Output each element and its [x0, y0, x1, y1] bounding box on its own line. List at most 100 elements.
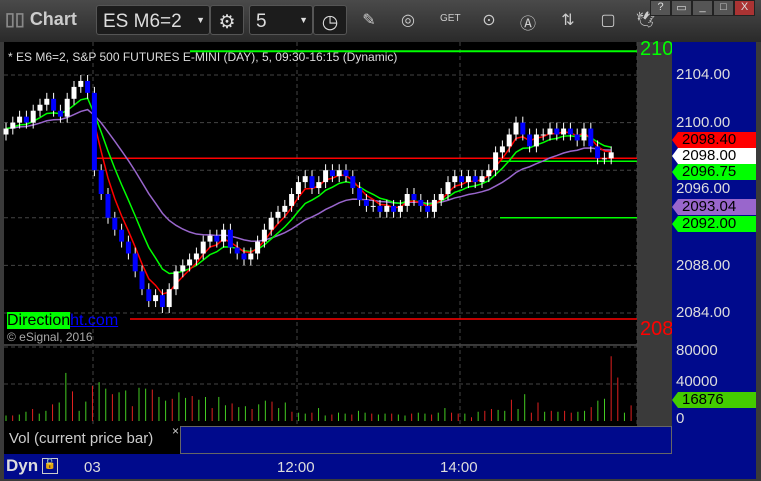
candle-body	[363, 199, 369, 206]
lock-icon[interactable]: 🔓	[42, 458, 58, 474]
candle-body	[445, 182, 451, 194]
symbol-select[interactable]: ES M6=2 ▼	[96, 5, 210, 35]
candle-body	[173, 271, 179, 290]
chart-header: * ES M6=2, S&P 500 FUTURES E-MINI (DAY),…	[8, 50, 398, 64]
watermark-right: ht.com	[70, 312, 119, 329]
candle-body	[479, 176, 485, 183]
minimize-button[interactable]: _	[692, 0, 713, 16]
volume-tick: 0	[676, 410, 685, 427]
candle-body	[268, 217, 274, 230]
price-tag-purple-ma: 2093.04	[672, 199, 756, 215]
time-tick: 14:00	[440, 459, 478, 476]
help-button[interactable]: ?	[650, 0, 671, 16]
edge-label-bottom: 208	[640, 318, 672, 340]
price-tag-last: 2098.00	[672, 148, 756, 164]
candle-body	[241, 253, 247, 260]
candle-body	[51, 98, 57, 111]
price-chart[interactable]	[4, 42, 637, 344]
price-tag-green-ma: 2096.75	[672, 164, 756, 180]
candle-body	[85, 80, 91, 93]
candle-body	[289, 194, 295, 206]
candle-body	[567, 128, 573, 135]
candle-body	[554, 128, 560, 135]
candle-body	[105, 194, 111, 218]
candle-body	[302, 176, 308, 183]
candle-body	[30, 110, 36, 123]
candle-body	[282, 205, 288, 212]
candle-body	[112, 217, 118, 230]
candle-body	[465, 176, 471, 183]
candle-body	[316, 182, 322, 189]
candle-body	[180, 265, 186, 272]
refresh-chart-icon[interactable]: ◎	[401, 12, 415, 29]
moving-average-line	[5, 108, 612, 242]
candle-body	[255, 241, 261, 254]
pencil-icon[interactable]: ✎	[362, 12, 376, 29]
close-button[interactable]: X	[734, 0, 755, 16]
alert-icon[interactable]: Ⓐ	[519, 16, 536, 33]
candle-body	[506, 134, 512, 147]
candle-body	[227, 229, 233, 248]
symbol-value: ES M6=2	[103, 11, 182, 32]
candle-body	[132, 253, 138, 272]
candle-body	[350, 176, 356, 189]
candle-body	[295, 182, 301, 194]
candle-body	[71, 86, 77, 99]
candle-body	[608, 152, 614, 159]
link-icon[interactable]: ⇅	[561, 12, 575, 29]
price-axis[interactable]	[672, 42, 756, 454]
candle-body	[119, 229, 125, 242]
candle-body	[459, 176, 465, 183]
candle-body	[397, 205, 403, 212]
chevron-down-icon: ▼	[299, 15, 308, 25]
clock-icon[interactable]: ◷	[313, 5, 347, 35]
interval-value: 5	[256, 11, 267, 32]
watermark: Directionht.com	[7, 312, 118, 330]
comment-icon[interactable]: ▢	[600, 12, 616, 29]
candle-body	[166, 289, 172, 308]
candle-body	[214, 235, 220, 242]
get-icon[interactable]: GET	[440, 13, 461, 24]
time-axis[interactable]	[4, 454, 756, 479]
volume-tick: 40000	[676, 373, 718, 390]
play-icon[interactable]: ⊙	[482, 12, 496, 29]
gear-icon[interactable]: ⚙	[210, 5, 244, 35]
candle-body	[78, 80, 84, 87]
candle-body	[343, 170, 349, 177]
candle-body	[234, 247, 240, 254]
candle-body	[493, 152, 499, 171]
app-title: ▯▯ Chart	[5, 9, 77, 29]
edge-label-top: 210	[640, 38, 672, 60]
candle-body	[125, 241, 131, 254]
price-tick: 2088.00	[676, 257, 731, 274]
candle-body	[248, 253, 254, 260]
candle-body	[329, 170, 335, 177]
candle-body	[153, 295, 159, 302]
twitter-icon[interactable]: 🕊	[636, 12, 657, 29]
candle-body	[336, 170, 342, 177]
restore-button[interactable]: ▭	[671, 0, 692, 16]
chevron-down-icon: ▼	[196, 15, 205, 25]
candle-body	[139, 271, 145, 290]
candle-body	[275, 211, 281, 218]
volume-chart[interactable]	[4, 346, 637, 426]
candle-body	[520, 122, 526, 135]
candle-body	[187, 259, 193, 266]
close-icon[interactable]: ×	[172, 424, 180, 438]
candle-body	[540, 134, 546, 136]
candle-body	[438, 194, 444, 200]
interval-select[interactable]: 5 ▼	[249, 5, 313, 35]
price-tick: 2104.00	[676, 66, 731, 83]
candle-body	[411, 194, 417, 200]
candle-body	[98, 170, 104, 194]
candle-body	[418, 199, 424, 206]
maximize-button[interactable]: □	[713, 0, 734, 16]
candle-body	[574, 134, 580, 141]
candle-body	[64, 98, 70, 117]
volume-label: Vol (current price bar)	[9, 430, 154, 447]
moving-average-line	[93, 123, 612, 295]
price-tick: 2084.00	[676, 304, 731, 321]
price-tick: 2096.00	[676, 180, 731, 197]
candle-body	[472, 176, 478, 183]
candle-body	[513, 122, 519, 135]
